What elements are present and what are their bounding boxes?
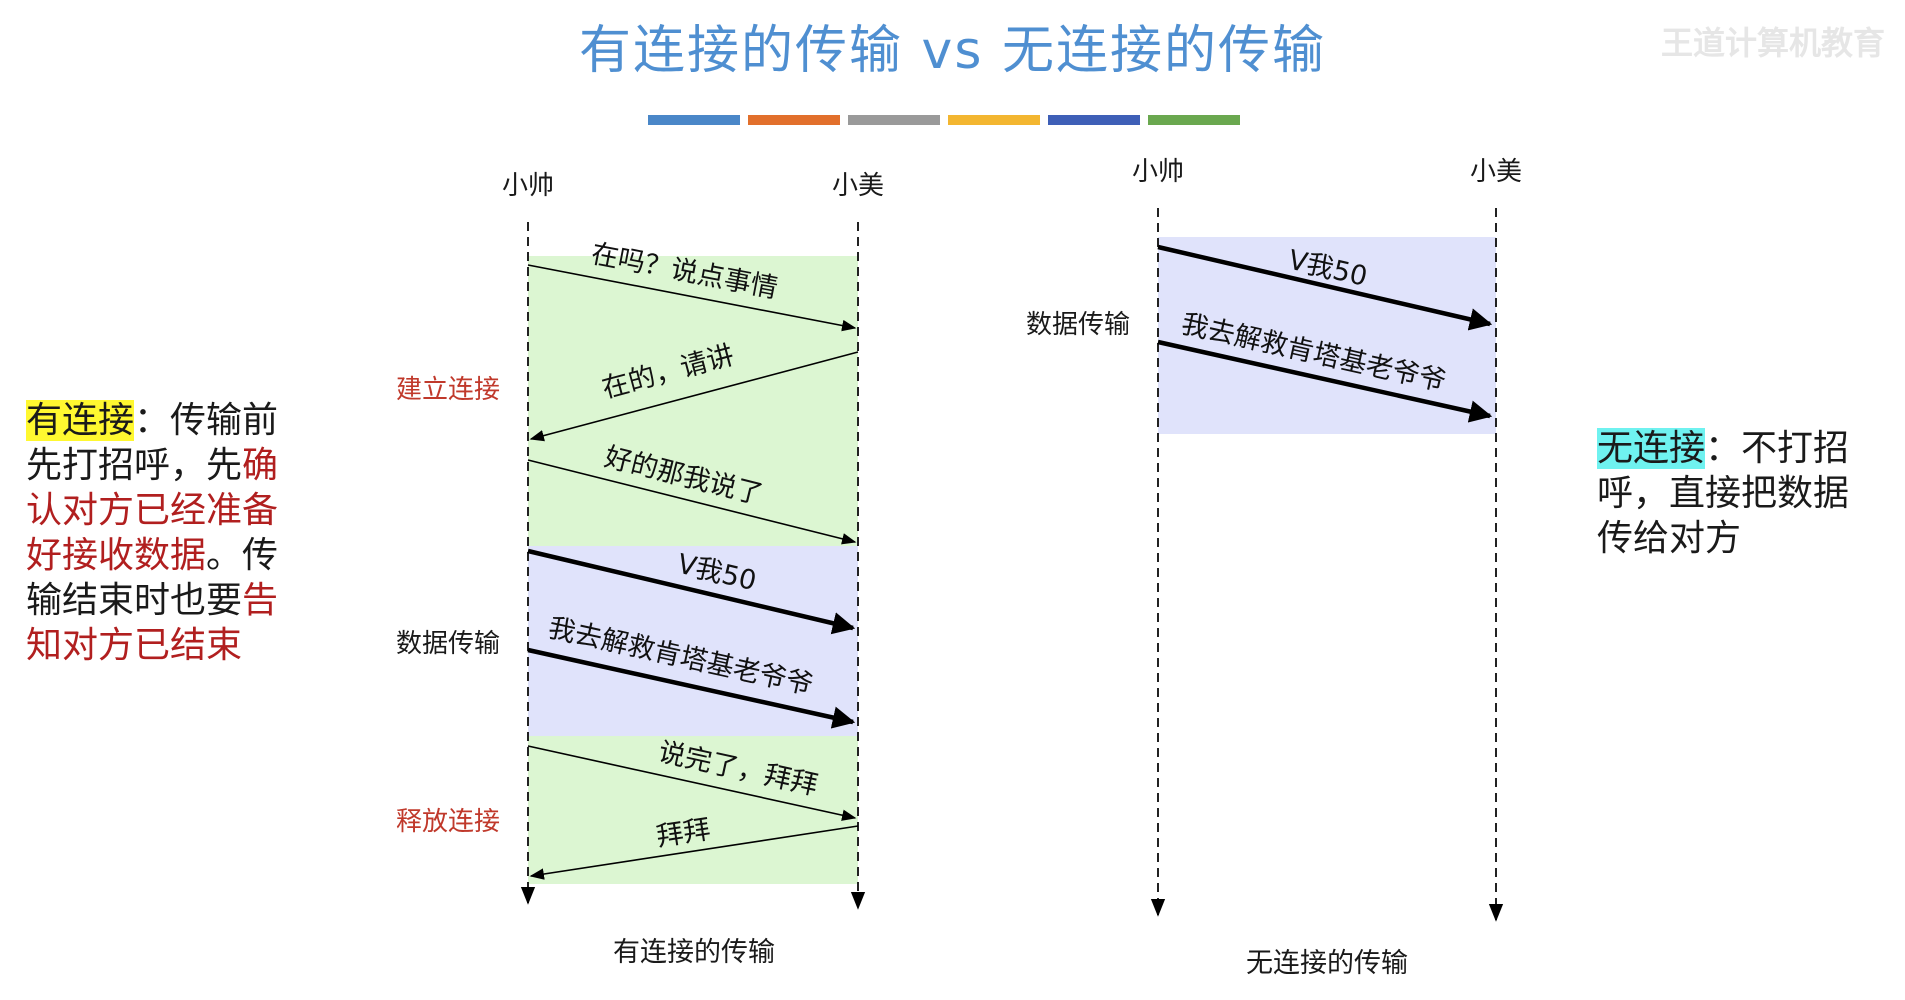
message-arrow (529, 351, 859, 442)
data-zone (1158, 237, 1496, 434)
note-emphasis: 好接收数据 (26, 535, 207, 576)
color-bar-segment (748, 115, 840, 125)
release-zone (528, 736, 858, 884)
note-text: 传给对方 (1597, 518, 1742, 559)
color-bar-segment (648, 115, 740, 125)
phase-release-label: 释放连接 (396, 807, 500, 837)
message-arrow (1157, 339, 1493, 423)
phase-data-label: 数据传输 (1026, 310, 1130, 340)
connectionless-diagram: 小帅 小美 数据传输 V我50 我去解救肯塔基老爷爷 无连接的传输 (1026, 157, 1522, 979)
page-title: 有连接的传输 vs 无连接的传输 (579, 21, 1326, 81)
message-arrow (527, 745, 857, 821)
message-arrow (527, 548, 856, 635)
connected-note: 有连接：传输前 先打招呼，先确 认对方已经准备 好接收数据。传 输结束时也要告 … (26, 398, 306, 668)
message-arrow (527, 264, 857, 332)
phase-establish-label: 建立连接 (396, 375, 500, 405)
color-bar-segment (1048, 115, 1140, 125)
message-arrow (527, 647, 856, 729)
sender-label: 小帅 (1132, 157, 1184, 187)
message-arrow (527, 459, 857, 545)
color-bar-segment (1148, 115, 1240, 125)
receiver-label: 小美 (1470, 157, 1522, 187)
note-emphasis: 认对方已经准备 (26, 490, 279, 531)
note-text: 。传 (206, 535, 279, 576)
connected-diagram: 小帅 小美 建立连接 数据传输 释放连接 在吗？说点事情 在的，请讲 好的那我说… (396, 171, 884, 968)
establish-zone (528, 256, 858, 546)
connected-term: 有连接 (26, 400, 135, 441)
message-arrow (529, 825, 859, 880)
note-text: 呼，直接把数据 (1597, 473, 1850, 514)
phase-data-label: 数据传输 (396, 629, 500, 659)
color-bar-segment (948, 115, 1040, 125)
note-emphasis: 确 (242, 445, 279, 486)
watermark: 王道计算机教育 (1660, 24, 1885, 62)
connectionless-note: 无连接：不打招 呼，直接把数据 传给对方 (1597, 426, 1897, 561)
receiver-label: 小美 (832, 171, 884, 201)
data-zone (528, 546, 858, 736)
connectionless-term: 无连接 (1597, 428, 1706, 469)
connected-caption: 有连接的传输 (613, 937, 775, 968)
sender-label: 小帅 (502, 171, 554, 201)
message-arrow (1157, 244, 1493, 331)
note-emphasis: 知对方已结束 (26, 625, 243, 666)
note-text: 输结束时也要 (26, 580, 243, 621)
color-bar (648, 115, 1240, 125)
connectionless-caption: 无连接的传输 (1246, 948, 1408, 979)
note-text: ：传输前 (134, 400, 279, 441)
note-text: 先打招呼，先 (26, 445, 243, 486)
note-emphasis: 告 (242, 580, 279, 621)
note-text: ：不打招 (1705, 428, 1850, 469)
color-bar-segment (848, 115, 940, 125)
